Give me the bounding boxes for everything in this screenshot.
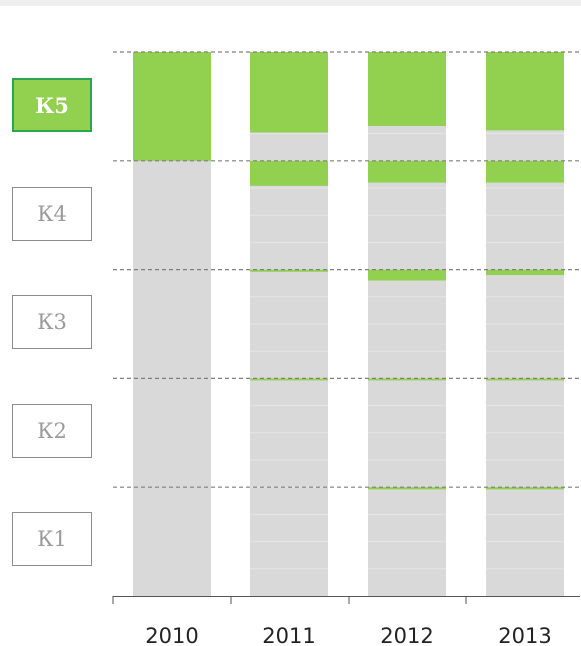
bar-2013-к3-share: [486, 270, 564, 275]
bar-2012-к5-share: [368, 52, 446, 126]
bar-2012-к4-share: [368, 161, 446, 183]
x-tick-label-2011: 2011: [262, 624, 315, 646]
bar-2013-к2-share: [486, 378, 564, 380]
x-tick-label-2012: 2012: [380, 624, 433, 646]
bar-2010: [133, 52, 211, 596]
bar-2013-к5-share: [486, 52, 564, 130]
bar-2013-к4-share: [486, 161, 564, 183]
bars: [133, 52, 564, 596]
bar-2010-к5-share: [133, 52, 211, 161]
bar-2013-к1-share: [486, 487, 564, 489]
bar-2011-к4-share: [250, 161, 328, 186]
x-tick-label-2010: 2010: [145, 624, 198, 646]
x-axis: 2010 2011 2012 2013: [113, 596, 580, 646]
x-tick-label-2013: 2013: [498, 624, 551, 646]
bar-2012: [368, 52, 446, 596]
bar-2011: [250, 52, 328, 596]
bar-2011-к5-share: [250, 52, 328, 133]
bar-2013: [486, 52, 564, 596]
bar-2012-к3-share: [368, 270, 446, 281]
